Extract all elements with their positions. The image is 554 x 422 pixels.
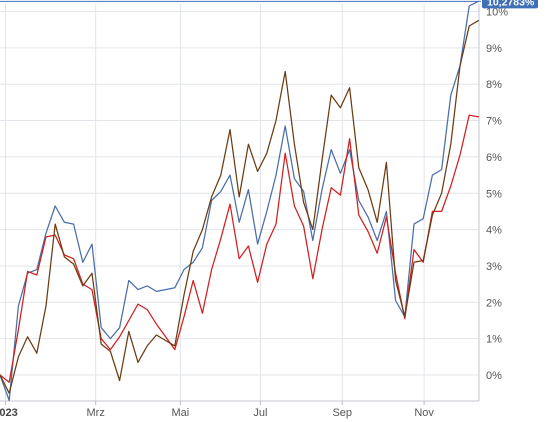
y-tick-label: 6%	[486, 152, 502, 164]
y-tick-label: 1%	[486, 334, 502, 346]
series-line-3	[0, 19, 480, 394]
tick-labels: 0% 1% 2% 3% 4% 5% 6% 7% 8% 9% 10% 2023 Mrz Mai Jul Sep N…	[0, 7, 508, 420]
y-tick-label: 5%	[486, 188, 502, 200]
x-tick-label: Jul	[253, 407, 267, 419]
y-tick-label: 2%	[486, 297, 502, 309]
y-tick-label: 0%	[486, 370, 502, 382]
x-tick-label: 2023	[0, 407, 18, 419]
y-tick-label: 9%	[486, 43, 502, 55]
axes	[0, 4, 480, 405]
y-tick-label: 3%	[486, 261, 502, 273]
y-tick-label: 10%	[486, 7, 508, 19]
x-tick-label: Sep	[332, 407, 352, 419]
x-tick-label: Mai	[171, 407, 189, 419]
y-tick-label: 7%	[486, 116, 502, 128]
y-tick-label: 8%	[486, 79, 502, 91]
last-value-badge-label: 10,2783%	[487, 0, 535, 8]
last-value-badge: 10,2783%	[0, 0, 538, 8]
x-tick-label: Nov	[414, 407, 434, 419]
y-tick-label: 4%	[486, 225, 502, 237]
series-line-2	[0, 114, 480, 383]
x-tick-label: Mrz	[87, 407, 105, 419]
last-value-badge-box	[482, 0, 538, 9]
series-line-1	[0, 0, 480, 402]
series-lines	[0, 0, 480, 402]
